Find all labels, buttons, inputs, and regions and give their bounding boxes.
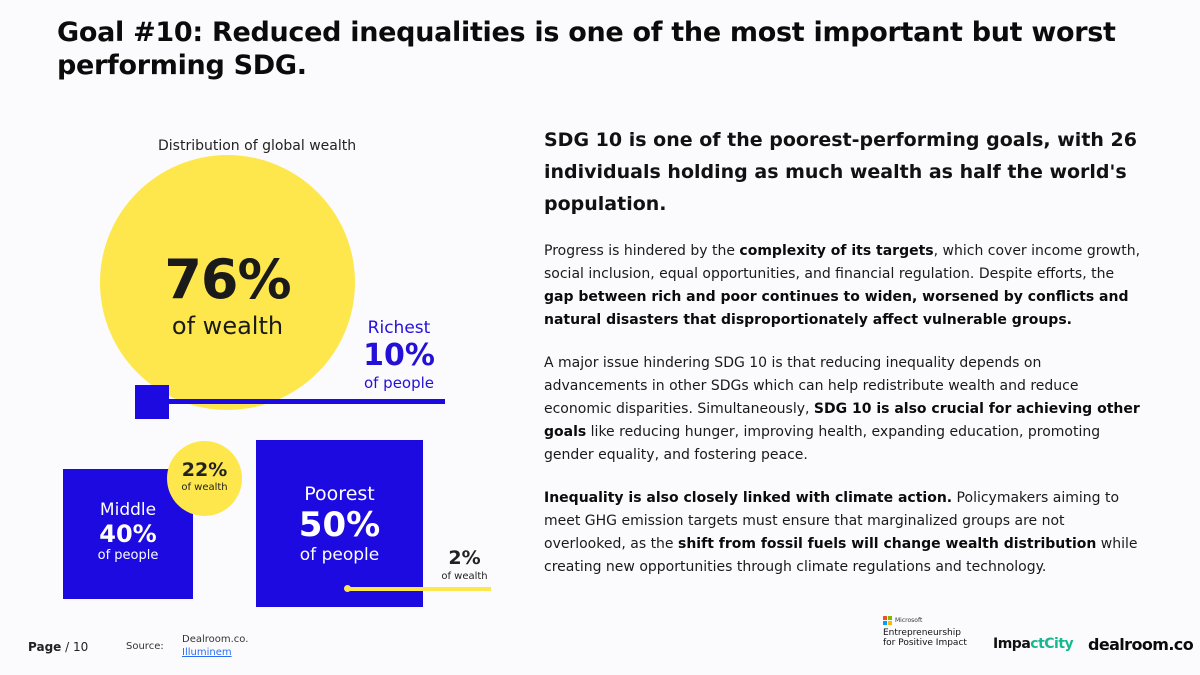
paragraph-dependencies: A major issue hindering SDG 10 is that r… xyxy=(544,352,1144,467)
poorest-wealth-label: 2% of wealth xyxy=(437,547,492,583)
middle-wealth-value: 22% xyxy=(181,459,228,481)
poorest-wealth-caption: of wealth xyxy=(441,571,488,582)
middle-people-caption: of people xyxy=(97,548,159,563)
page-title: Goal #10: Reduced inequalities is one of… xyxy=(57,17,1116,81)
text-run-bold: Inequality is also closely linked with c… xyxy=(544,490,953,506)
headline: SDG 10 is one of the poorest-performing … xyxy=(544,129,1137,215)
poorest-people-value: 50% xyxy=(298,505,381,545)
middle-wealth-label: 22% of wealth xyxy=(167,459,242,494)
poorest-connector-line xyxy=(348,587,491,591)
paragraph-complexity: Progress is hindered by the complexity o… xyxy=(544,240,1144,332)
richest-wealth-circle xyxy=(100,155,355,410)
richest-people-label: Richest 10% of people xyxy=(353,317,445,393)
impactcity-logo: ImpactCity xyxy=(993,636,1074,652)
text-run: while creating new opportunities through… xyxy=(544,536,1138,575)
poorest-people-square xyxy=(256,440,423,607)
richest-wealth-value: 76% xyxy=(164,248,291,311)
entrepreneurship-line2: for Positive Impact xyxy=(883,638,967,648)
text-run: Progress is hindered by the xyxy=(544,243,740,259)
text-run-bold: SDG 10 is also crucial for achieving oth… xyxy=(544,401,1140,440)
poorest-wealth-value: 2% xyxy=(448,547,481,569)
poorest-group-name: Poorest xyxy=(304,483,375,505)
middle-people-value: 40% xyxy=(99,520,157,548)
richest-people-value: 10% xyxy=(363,338,435,373)
page-label: Page xyxy=(28,640,62,654)
source-list: Dealroom.co. Illuminem xyxy=(182,633,248,659)
source-dealroom: Dealroom.co. xyxy=(182,634,249,645)
richest-connector-line xyxy=(169,399,445,404)
richest-wealth-label: of wealth xyxy=(171,312,284,340)
text-run-bold: complexity of its targets xyxy=(739,243,934,259)
city-part: City xyxy=(1044,636,1074,652)
text-run-bold: gap between rich and poor continues to w… xyxy=(544,289,1129,328)
dealroom-logo: dealroom.co xyxy=(1088,635,1194,654)
impact-highlight: ct xyxy=(1030,636,1045,652)
middle-wealth-caption: of wealth xyxy=(181,482,228,493)
microsoft-wordmark: Microsoft xyxy=(895,617,923,624)
page-count: / 10 xyxy=(65,640,89,654)
middle-group-name: Middle xyxy=(99,500,157,520)
text-run: A major issue hindering SDG 10 is that r… xyxy=(544,355,1079,417)
middle-people-label: Middle 40% of people xyxy=(63,500,193,564)
chart-title: Distribution of global wealth xyxy=(158,138,357,154)
text-run: Policymakers aiming to meet GHG emission… xyxy=(544,490,1120,552)
text-run: , which cover income growth, social incl… xyxy=(544,243,1141,282)
paragraph-climate: Inequality is also closely linked with c… xyxy=(544,487,1144,579)
impact-part: Impa xyxy=(993,636,1031,652)
microsoft-entrepreneurship-logo: Microsoft Entrepreneurship for Positive … xyxy=(883,616,983,648)
poorest-wealth-dot xyxy=(344,585,351,592)
richest-people-square xyxy=(135,385,169,419)
text-column: SDG 10 is one of the poorest-performing … xyxy=(544,124,1144,599)
richest-people-caption: of people xyxy=(363,374,435,392)
richest-group-name: Richest xyxy=(367,318,431,338)
poorest-people-caption: of people xyxy=(299,545,380,565)
microsoft-icon xyxy=(883,616,892,625)
source-illuminem-link[interactable]: Illuminem xyxy=(182,647,232,658)
page-number: Page / 10 xyxy=(28,640,88,654)
middle-wealth-circle xyxy=(167,441,242,516)
source-label: Source: xyxy=(126,641,164,652)
text-run-bold: shift from fossil fuels will change weal… xyxy=(678,536,1097,552)
entrepreneurship-line1: Entrepreneurship xyxy=(883,628,961,638)
text-run: like reducing hunger, improving health, … xyxy=(544,424,1101,463)
poorest-people-label: Poorest 50% of people xyxy=(256,482,423,566)
